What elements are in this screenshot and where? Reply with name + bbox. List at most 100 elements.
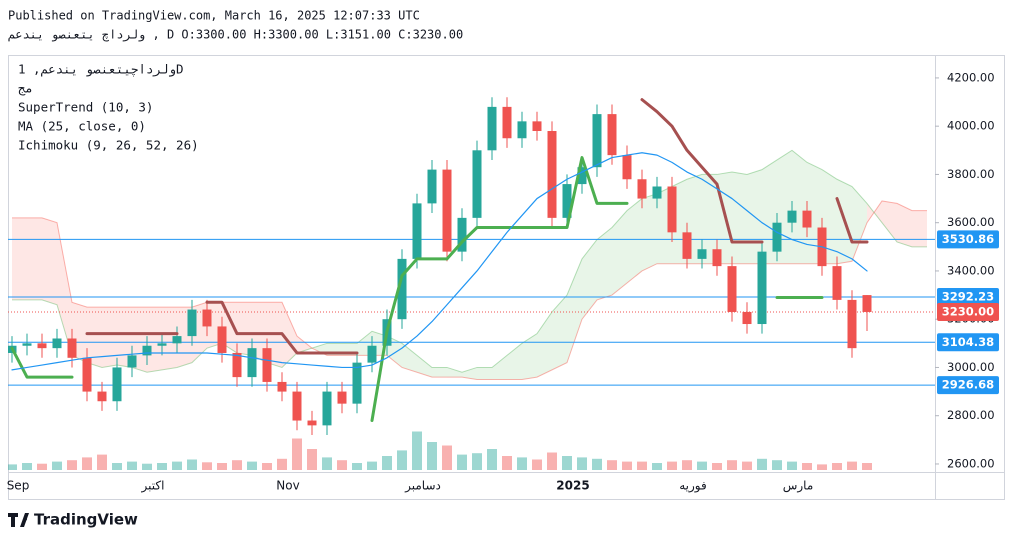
volume-bar [757,458,767,470]
cloud-segment [12,217,27,300]
cloud-line [12,149,927,373]
cloud-segment [27,217,42,300]
legend-item: ولرداچیتعنصو یندعم, 1D [18,62,184,78]
volume-bar [607,460,617,470]
volume-bar [532,459,542,470]
candle-body [772,222,782,252]
candle-body [277,381,287,392]
candle-body [202,309,212,327]
candle-body [442,169,452,252]
candle-body [172,336,182,344]
candle-body [37,343,47,349]
volume-bar [517,457,527,470]
volume-bar [127,461,137,470]
candle-body [832,266,842,300]
candle-body [247,348,257,378]
cloud-segment [237,302,252,356]
candle-body [787,210,797,223]
cloud-segment [462,367,477,380]
candle-body [22,343,32,346]
candle-body [547,131,557,218]
volume-bar [172,461,182,470]
cloud-segment [162,307,177,370]
cloud-segment [522,333,537,380]
price-label-bg [937,230,999,249]
volume-bar [97,454,107,470]
x-tick-label: فوریه [679,479,707,494]
volume-bar [202,462,212,470]
candle-body [187,309,197,337]
price-label-bg [937,302,999,321]
cloud-segment [417,355,432,378]
legend-item: مج [18,81,33,97]
cloud-segment [507,343,522,380]
candle-body [82,357,92,392]
volume-bar [157,463,167,470]
y-tick-label: 4200.00 [947,70,995,84]
candle-body [457,217,467,252]
ohlc-text: ولرداچ یتعنصو یندعم , D O:3300.00 H:3300… [8,28,463,43]
price-label: 3530.86 [942,232,994,246]
volume-bar [847,461,857,470]
legend-item: SuperTrend (10, 3) [18,100,153,115]
volume-bar [367,461,377,470]
volume-bar [82,457,92,470]
price-label-bg [937,376,999,395]
volume-bar [667,461,677,470]
volume-bar [862,463,872,470]
cloud-line [12,200,927,381]
volume-bar [322,457,332,470]
indicator-line [10,156,824,423]
candle-body [742,311,752,325]
cloud-segment [492,355,507,380]
volume-bar [682,460,692,470]
volume-bar [37,463,47,470]
cloud-segment [282,302,297,368]
volume-bar [112,463,122,470]
candle-body [637,179,647,199]
volume-bar [787,461,797,470]
price-label: 2926.68 [942,378,994,392]
cloud-segment [432,367,447,378]
cloud-segment [642,193,657,271]
volume-bar [457,454,467,470]
volume-bar [562,456,572,470]
logo-icon [8,513,29,527]
tv-logo: TradingView [8,511,138,529]
candle-body [292,391,302,421]
cloud-segment [612,210,627,296]
candle-body [307,420,317,426]
cloud-segment [567,258,582,363]
candle-body [67,338,77,358]
candle-body [397,258,407,320]
cloud-segment [447,367,462,378]
cloud-segment [42,217,57,305]
volume-bar [382,456,392,470]
candle-body [727,266,737,312]
volume-bar [277,458,287,470]
candle-body [52,338,62,349]
x-tick-label: اکتبر [141,479,165,494]
volume-bar [8,464,17,470]
cloud-segment [147,307,162,373]
legend-item: MA (25, close, 0) [18,119,146,134]
volume-bar [187,459,197,470]
cloud-segment [732,172,747,264]
candle-body [217,326,227,353]
candle-body [157,343,167,346]
cloud-segment [117,307,132,368]
cloud-segment [582,239,597,320]
price-label: 3292.23 [942,289,994,303]
volume-bar [67,460,77,470]
volume-bar [52,461,62,470]
y-tick-label: 2800.00 [947,408,995,422]
candle-body [232,352,242,378]
volume-bar [337,460,347,470]
candle-body [142,345,152,356]
volume-bar [637,461,647,470]
cloud-segment [897,203,912,247]
candle-body [532,121,542,132]
candle-body [427,169,437,204]
candle-body [577,167,587,185]
volume-bar [142,463,152,470]
